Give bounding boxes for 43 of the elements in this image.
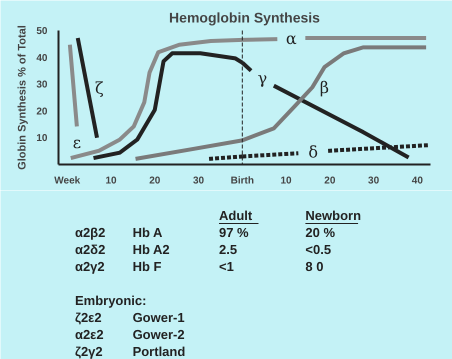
series-label: ζ [95,78,104,98]
x-tick-label: 40 [412,176,424,186]
y-tick-label: 10 [36,133,48,144]
series-label: β [320,78,329,97]
x-tick-label: 20 [324,176,336,186]
text: 97 % [218,225,250,240]
text: 8 0 [305,259,324,274]
chart-title: Hemoglobin Synthesis [169,10,320,26]
text: 2.5 [218,242,238,257]
text: 20 % [305,225,336,240]
text: α2δ2 [74,242,106,257]
series-label: α [286,29,297,48]
text: <0.5 [305,242,332,257]
text: Portland [132,344,186,359]
series-label: δ [308,142,318,162]
text: ζ2γ2 [74,344,103,359]
series-label: ε [72,132,82,152]
text: Gower-1 [132,310,185,325]
series-label: γ [258,68,268,88]
text: ζ2ε2 [74,310,102,325]
text: Newborn [305,208,362,223]
text: α2γ2 [74,259,105,274]
x-tick-label: 10 [280,176,292,186]
y-tick-label: 40 [36,52,48,64]
y-axis-title: Globin Synthesis % of Total [16,25,28,170]
y-tick-label: 30 [36,80,48,91]
text: Hb A [132,225,164,240]
text: Hb F [132,259,162,274]
y-tick-label: 20 [36,106,48,118]
y-tick-label: 50 [36,26,48,37]
text: Hb A2 [132,242,170,257]
text: Gower-2 [132,327,185,342]
x-tick-label: 30 [192,176,205,186]
x-tick-label: Birth [230,176,254,186]
text: α2β2 [74,225,106,240]
x-tick-label: Week [54,176,81,186]
x-tick-label: 20 [149,176,161,186]
x-tick-label: 30 [368,176,380,186]
text: α2ε2 [74,327,104,342]
text: Adult [218,208,253,223]
text: <1 [218,259,234,274]
text: Embryonic: [74,293,146,308]
x-tick-label: 10 [105,176,118,186]
